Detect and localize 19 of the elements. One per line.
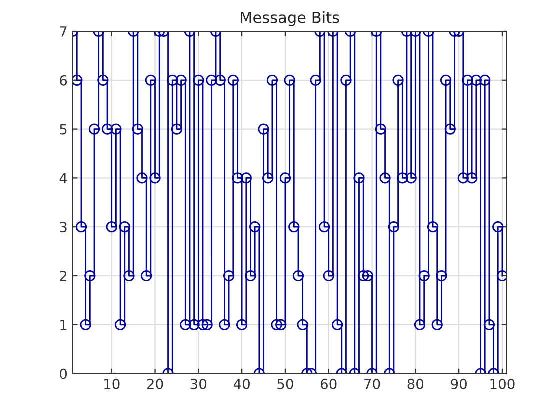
- x-tick-label: 30: [190, 378, 207, 390]
- x-tick-label: 90: [451, 378, 467, 390]
- x-tick-label: 40: [234, 378, 250, 390]
- y-tick-label: 2: [60, 270, 67, 282]
- x-tick-label: 60: [320, 378, 337, 390]
- chart-title: Message Bits: [241, 12, 340, 26]
- y-tick-label: 3: [60, 222, 67, 233]
- y-tick-label: 7: [60, 26, 67, 37]
- x-tick-label: 50: [278, 378, 294, 390]
- y-tick-label: 1: [60, 320, 67, 330]
- x-tick-label: 70: [364, 378, 380, 390]
- x-tick-label: 80: [408, 378, 424, 390]
- y-tick-label: 4: [60, 173, 68, 184]
- y-tick-label: 0: [60, 368, 68, 380]
- x-tick-label: 20: [147, 378, 164, 390]
- y-tick-label: 5: [60, 124, 67, 135]
- x-tick-label: 100: [490, 378, 515, 390]
- x-tick-label: 10: [104, 378, 120, 390]
- y-tick-label: 6: [60, 75, 68, 86]
